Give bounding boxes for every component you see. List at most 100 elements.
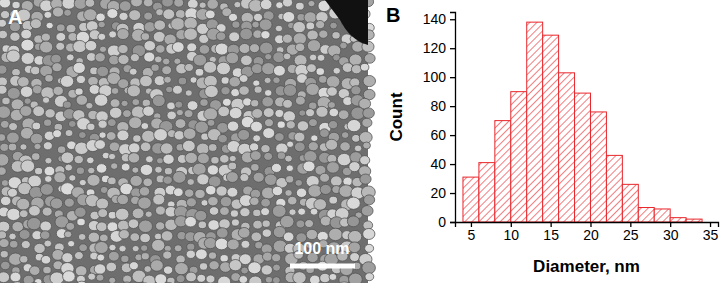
grain [184,189,193,197]
grain [185,90,192,96]
grain [249,276,262,283]
grain [117,29,129,40]
grain [309,54,316,61]
micrograph-background [0,0,368,283]
grain [241,240,250,248]
grain [250,197,259,205]
grain [129,10,141,21]
grain [217,62,231,75]
grain [187,43,197,52]
grain [18,77,30,88]
y-tick-label: 40 [430,156,446,172]
x-axis: 5101520253035 [456,222,719,243]
grain [195,121,209,133]
grain [2,97,10,104]
y-axis-line [450,13,456,223]
grain [364,54,375,64]
grain [166,86,173,93]
grain [308,0,315,6]
histogram-bar [686,219,702,222]
grain [304,12,317,23]
grain [178,77,187,85]
grain [326,76,340,88]
grain [145,211,152,217]
grain [44,11,52,18]
grain [69,175,76,182]
grain [89,85,100,95]
grain [215,43,228,55]
grain [46,22,53,29]
grain [35,167,43,174]
grain [229,155,236,161]
grain [254,86,262,93]
x-tick-label: 5 [468,227,476,243]
grain [79,244,88,252]
grain [228,162,237,170]
grain [156,158,163,164]
histogram-bar [543,35,559,222]
grain [33,106,45,117]
grain [172,42,184,53]
panel-label: A [8,6,22,28]
x-tick: 5 [468,222,476,243]
grain [328,120,337,128]
grain [238,227,250,238]
y-tick: 40 [430,156,455,172]
grain [131,0,143,7]
grain [138,197,152,209]
grain [262,252,272,261]
grain [239,75,248,83]
grain [308,185,322,197]
grain [306,22,315,30]
grain [43,142,52,150]
grain [111,88,119,95]
dark-corner [325,0,368,45]
grain [329,228,343,240]
grain [130,175,142,186]
grain [75,88,83,95]
grain [265,54,272,60]
histogram-bar [590,112,606,222]
grain [330,176,342,187]
grain [40,221,52,231]
grains [0,0,376,283]
grain [0,272,10,283]
grain [109,277,116,283]
x-tick-label: 20 [583,227,599,243]
grain [108,153,115,159]
grain [261,265,272,275]
y-tick: 80 [430,98,455,114]
grain [195,210,207,221]
grain [74,0,87,9]
grain [109,244,116,251]
grain [283,232,294,242]
grain [227,187,238,197]
grain [163,266,172,274]
grain [7,132,20,143]
grain [343,177,353,186]
grain [216,228,228,239]
grain [88,273,96,280]
grain [64,231,72,238]
grain [185,63,194,71]
grain [0,231,7,239]
histogram-bar [606,155,622,222]
grain [287,141,294,147]
grain [76,167,84,174]
grain [51,54,61,63]
grain [307,40,320,52]
histogram-bar [463,177,479,222]
grain [230,210,238,217]
grain [152,239,165,251]
grain [311,135,318,142]
grain [239,86,249,95]
grain [282,34,292,43]
grain [88,232,100,242]
grain [203,61,216,73]
grain [273,264,281,271]
grain [44,119,52,126]
grain [215,238,228,250]
grain [197,174,209,185]
grain [327,162,340,174]
grain [363,142,371,149]
